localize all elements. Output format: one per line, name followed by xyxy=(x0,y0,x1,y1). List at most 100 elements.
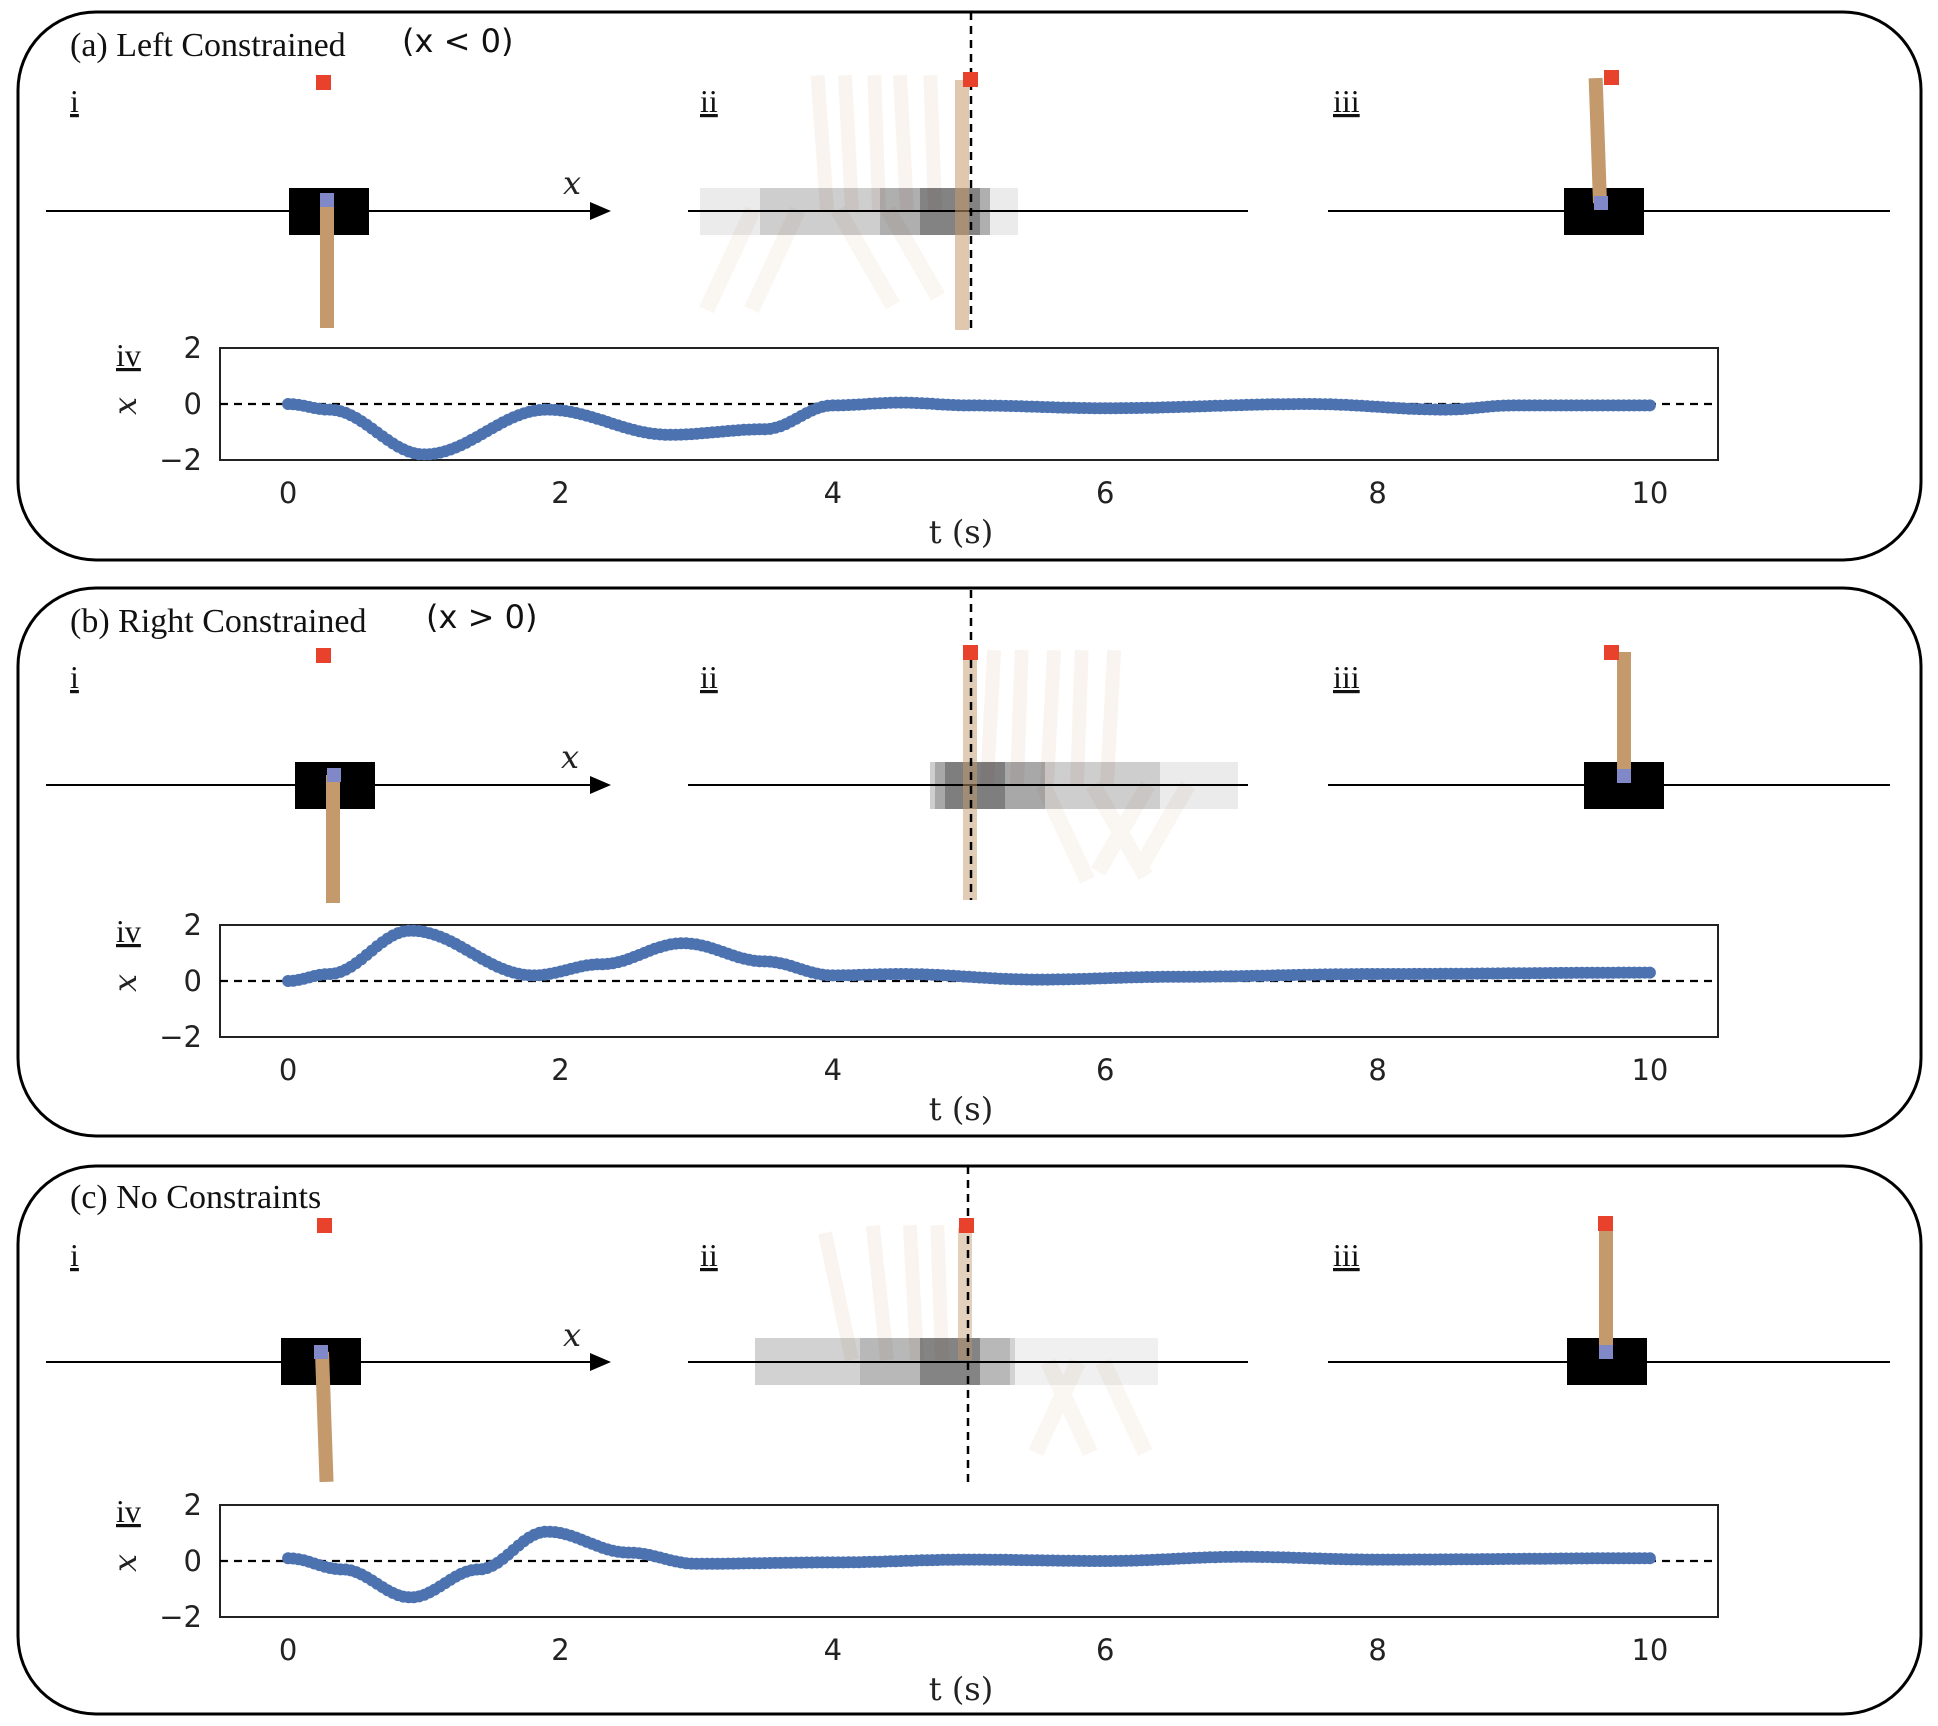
data-point xyxy=(1643,966,1656,979)
x-tick-label: 0 xyxy=(279,476,297,510)
track-axis-label: x xyxy=(563,164,581,202)
panel-title: (b) Right Constrained xyxy=(70,603,367,640)
x-tick-label: 2 xyxy=(551,1053,569,1087)
y-tick-label: 2 xyxy=(184,908,202,942)
x-tick-label: 2 xyxy=(551,476,569,510)
target-marker xyxy=(963,645,978,660)
target-marker xyxy=(316,648,331,663)
label-i: i xyxy=(70,1237,79,1273)
target-marker xyxy=(1604,70,1619,85)
x-tick-label: 10 xyxy=(1631,476,1668,510)
label-iv: iv xyxy=(116,337,141,373)
panel-c: (c) No Constraints i ii iii x xyxy=(16,1164,1923,1716)
x-tick-label: 6 xyxy=(1096,476,1114,510)
x-tick-label: 6 xyxy=(1096,1633,1114,1667)
x-axis-label: t (s) xyxy=(929,1670,993,1708)
pole xyxy=(315,1351,334,1483)
label-i: i xyxy=(70,659,79,695)
x-tick-label: 8 xyxy=(1368,476,1386,510)
panel-border xyxy=(16,1164,1923,1716)
pole xyxy=(326,775,340,903)
label-i: i xyxy=(70,83,79,119)
track-axis-label: x xyxy=(561,738,579,776)
x-tick-label: 10 xyxy=(1631,1633,1668,1667)
pivot xyxy=(1594,196,1608,210)
track-axis-label: x xyxy=(563,1316,581,1354)
x-tick-label: 4 xyxy=(824,476,842,510)
series-points xyxy=(282,1525,1656,1604)
label-iii: iii xyxy=(1333,1237,1360,1273)
x-tick-label: 0 xyxy=(279,1633,297,1667)
ghost-poles-down xyxy=(699,205,945,314)
data-point xyxy=(1643,399,1656,412)
y-tick-label: 0 xyxy=(184,387,202,421)
pole xyxy=(1588,77,1607,204)
snapshot-i: x xyxy=(46,1218,611,1483)
snapshot-ii xyxy=(688,590,1248,900)
pole xyxy=(1617,652,1631,777)
series-points xyxy=(282,924,1656,987)
x-tick-label: 8 xyxy=(1368,1633,1386,1667)
y-tick-label: −2 xyxy=(159,443,202,477)
target-marker xyxy=(1604,645,1619,660)
pivot xyxy=(1599,1345,1613,1359)
y-tick-label: 2 xyxy=(184,331,202,365)
ghost-poles-down xyxy=(1028,1358,1153,1457)
label-iv: iv xyxy=(116,913,141,949)
panel-title: (c) No Constraints xyxy=(70,1179,321,1216)
plot-iv: iv −2 0 2 0 2 4 6 8 10 x t (s) xyxy=(106,331,1719,551)
pole xyxy=(955,80,969,330)
pole xyxy=(958,1228,972,1360)
x-tick-label: 6 xyxy=(1096,1053,1114,1087)
label-iii: iii xyxy=(1333,83,1360,119)
y-axis-label: x xyxy=(106,397,144,415)
x-tick-label: 2 xyxy=(551,1633,569,1667)
snapshot-i: x xyxy=(46,648,611,903)
snapshot-iii xyxy=(1328,645,1890,809)
snapshot-iii xyxy=(1328,70,1890,235)
snapshot-i: x xyxy=(46,75,611,328)
ghost-poles-up xyxy=(818,1224,949,1362)
target-marker xyxy=(1598,1216,1613,1231)
x-tick-label: 4 xyxy=(824,1053,842,1087)
panel-subtitle: (x < 0) xyxy=(402,22,513,60)
ghost-poles-down xyxy=(1035,781,1195,884)
target-marker xyxy=(317,1218,332,1233)
pole xyxy=(320,200,334,328)
y-tick-label: 0 xyxy=(184,964,202,998)
track-arrow-icon xyxy=(590,1353,611,1371)
pivot xyxy=(314,1345,328,1359)
panel-border xyxy=(16,10,1923,562)
y-tick-label: 0 xyxy=(184,1544,202,1578)
pole xyxy=(1599,1225,1613,1353)
ghost-poles-up xyxy=(810,74,942,211)
snapshot-ii xyxy=(688,1166,1248,1482)
label-ii: ii xyxy=(700,1237,718,1273)
x-tick-label: 0 xyxy=(279,1053,297,1087)
series-points xyxy=(282,396,1656,461)
plot-iv: iv −2 0 2 0 2 4 6 8 10 x t (s) xyxy=(106,908,1719,1128)
pivot xyxy=(327,768,341,782)
panel-a: (a) Left Constrained (x < 0) i ii iii x xyxy=(16,10,1923,562)
label-ii: ii xyxy=(700,659,718,695)
x-tick-label: 10 xyxy=(1631,1053,1668,1087)
data-point xyxy=(1643,1552,1656,1565)
x-axis-label: t (s) xyxy=(929,513,993,551)
snapshot-ii xyxy=(688,12,1248,330)
x-axis-label: t (s) xyxy=(929,1090,993,1128)
y-tick-label: −2 xyxy=(159,1600,202,1634)
label-iii: iii xyxy=(1333,659,1360,695)
y-axis-label: x xyxy=(106,1554,144,1572)
ghost-poles-up xyxy=(980,649,1122,786)
y-tick-label: −2 xyxy=(159,1020,202,1054)
track-arrow-icon xyxy=(590,202,611,220)
target-marker xyxy=(316,75,331,90)
plot-iv: iv −2 0 2 0 2 4 6 8 10 x t (s) xyxy=(106,1488,1719,1708)
snapshot-iii xyxy=(1328,1216,1890,1385)
x-tick-label: 8 xyxy=(1368,1053,1386,1087)
track-arrow-icon xyxy=(590,776,611,794)
target-marker xyxy=(959,1218,974,1233)
panel-b: (b) Right Constrained (x > 0) i ii iii x xyxy=(16,586,1923,1138)
x-tick-label: 4 xyxy=(824,1633,842,1667)
